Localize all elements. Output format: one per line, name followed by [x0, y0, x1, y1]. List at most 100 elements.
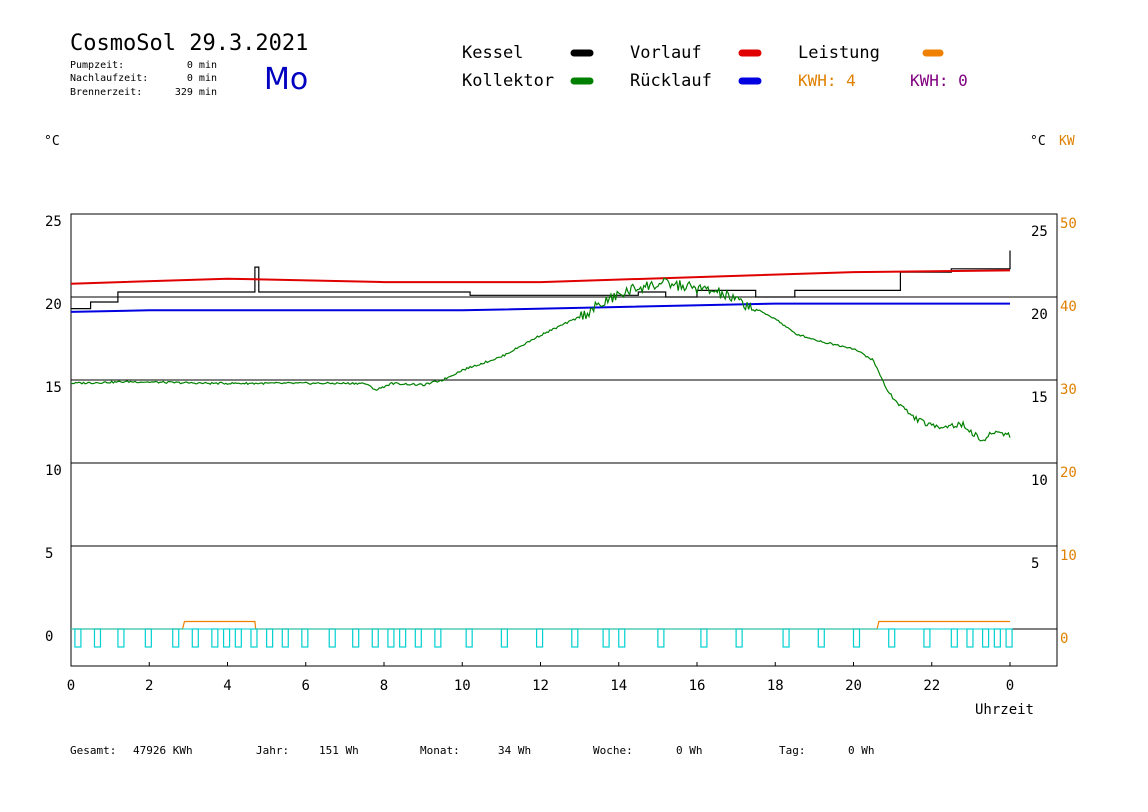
y-tick-label-left: 25 — [45, 214, 62, 230]
pump-pulse — [852, 628, 861, 648]
pump-pulse — [618, 628, 626, 648]
x-tick-label: 22 — [923, 678, 940, 694]
kw-tick-label: 30 — [1060, 382, 1077, 398]
pump-pulse — [328, 628, 336, 648]
series-line-vorlauf — [70, 269, 1011, 285]
pump-pulse — [923, 628, 931, 648]
y-tick-label-right: 20 — [1031, 307, 1048, 323]
pump-pulse — [434, 628, 442, 648]
series-line-rcklauf — [70, 302, 1010, 313]
legend-label: Kessel — [462, 43, 523, 63]
x-tick-label: 0 — [67, 678, 75, 694]
footer-label: Tag: — [779, 744, 806, 757]
pump-pulse — [352, 628, 360, 648]
stat-value: 0 min — [187, 60, 217, 71]
y-tick-label-right: 25 — [1031, 224, 1048, 240]
footer-value: 34 Wh — [498, 744, 531, 757]
pump-pulse — [535, 628, 544, 648]
footer-value: 47926 KWh — [133, 744, 193, 757]
x-tick-label: 4 — [223, 678, 231, 694]
stats-block: Pumpzeit: 0 min Nachlaufzeit: 0 min Bren… — [70, 60, 217, 98]
pump-pulse — [735, 628, 743, 648]
pump-pulse — [657, 628, 665, 648]
right-unit-kw: KW — [1059, 134, 1075, 149]
kw-tick-label: 10 — [1060, 548, 1077, 564]
pump-pulse — [888, 628, 896, 648]
x-tick-label: 20 — [845, 678, 862, 694]
x-tick-label: 6 — [302, 678, 310, 694]
y-tick-label-left: 0 — [45, 629, 53, 645]
footer: Gesamt: 47926 KWh Jahr: 151 Wh Monat: 34… — [70, 744, 875, 757]
legend: Kessel Kollektor Vorlauf Rücklauf Leistu… — [462, 43, 968, 91]
pump-pulse — [817, 628, 825, 648]
pump-pulse — [387, 628, 395, 648]
pump-pulse — [465, 628, 473, 648]
kwh-right: KWH: 0 — [910, 71, 968, 90]
stat-label: Pumpzeit: — [70, 60, 124, 71]
footer-label: Woche: — [593, 744, 633, 757]
x-tick-label: 18 — [767, 678, 784, 694]
pump-pulse — [993, 628, 1001, 648]
kw-tick-label: 40 — [1060, 299, 1077, 315]
y-tick-label-right: 15 — [1031, 390, 1048, 406]
pump-pulse — [414, 628, 422, 648]
kwh-left: KWH: 4 — [798, 71, 856, 90]
pump-pulse — [281, 628, 289, 648]
x-tick-label: 16 — [689, 678, 706, 694]
pump-pulse — [950, 628, 958, 648]
y-tick-label-left: 5 — [45, 546, 53, 562]
kw-tick-label: 50 — [1060, 216, 1077, 232]
footer-label: Gesamt: — [70, 744, 116, 757]
footer-label: Jahr: — [256, 744, 289, 757]
pump-pulse — [266, 628, 274, 648]
pump-pulse — [571, 628, 579, 648]
pump-pulse — [234, 628, 242, 648]
x-tick-label: 14 — [610, 678, 627, 694]
pump-pulse — [93, 628, 102, 648]
pump-pulse — [602, 628, 610, 648]
stat-value: 0 min — [187, 73, 217, 84]
pump-pulse — [250, 628, 258, 648]
pump-pulse — [500, 628, 508, 648]
y-tick-label-right: 5 — [1031, 556, 1039, 572]
legend-label: Kollektor — [462, 71, 554, 91]
pump-pulse — [966, 628, 974, 648]
stat-label: Brennerzeit: — [70, 87, 142, 98]
x-tick-label: 12 — [532, 678, 549, 694]
x-axis-label: Uhrzeit — [975, 702, 1034, 718]
series-line-leistung — [71, 620, 1010, 630]
pump-pulse — [222, 628, 231, 648]
chart-title: CosmoSol 29.3.2021 — [70, 31, 308, 56]
footer-value: 0 Wh — [676, 744, 703, 757]
pump-pulse — [74, 628, 82, 648]
x-tick-label: 2 — [145, 678, 153, 694]
pump-layer — [71, 628, 1013, 648]
pump-pulse — [117, 628, 125, 648]
legend-label: Rücklauf — [630, 71, 712, 91]
footer-label: Monat: — [420, 744, 460, 757]
left-unit: °C — [44, 134, 60, 149]
pump-pulse — [371, 628, 379, 648]
series-line-kollektor — [70, 277, 1011, 442]
stat-label: Nachlaufzeit: — [70, 73, 148, 84]
pump-pulse — [211, 628, 219, 648]
legend-label: Leistung — [798, 43, 880, 63]
y-tick-label-left: 15 — [45, 380, 62, 396]
pump-pulse — [1005, 628, 1013, 648]
y-tick-label-left: 10 — [45, 463, 62, 479]
footer-value: 0 Wh — [848, 744, 875, 757]
pump-pulse — [399, 628, 407, 648]
pump-pulse — [191, 628, 199, 648]
y-tick-label-right: 10 — [1031, 473, 1048, 489]
day-label: Mo — [264, 62, 308, 97]
series-line-kessel — [71, 250, 1011, 310]
pump-pulse — [144, 628, 152, 648]
footer-value: 151 Wh — [319, 744, 359, 757]
pump-pulse — [782, 628, 790, 648]
stat-value: 329 min — [175, 87, 217, 98]
pump-pulse — [172, 628, 180, 648]
y-tick-label-left: 20 — [45, 297, 62, 313]
pump-pulse — [982, 628, 990, 648]
